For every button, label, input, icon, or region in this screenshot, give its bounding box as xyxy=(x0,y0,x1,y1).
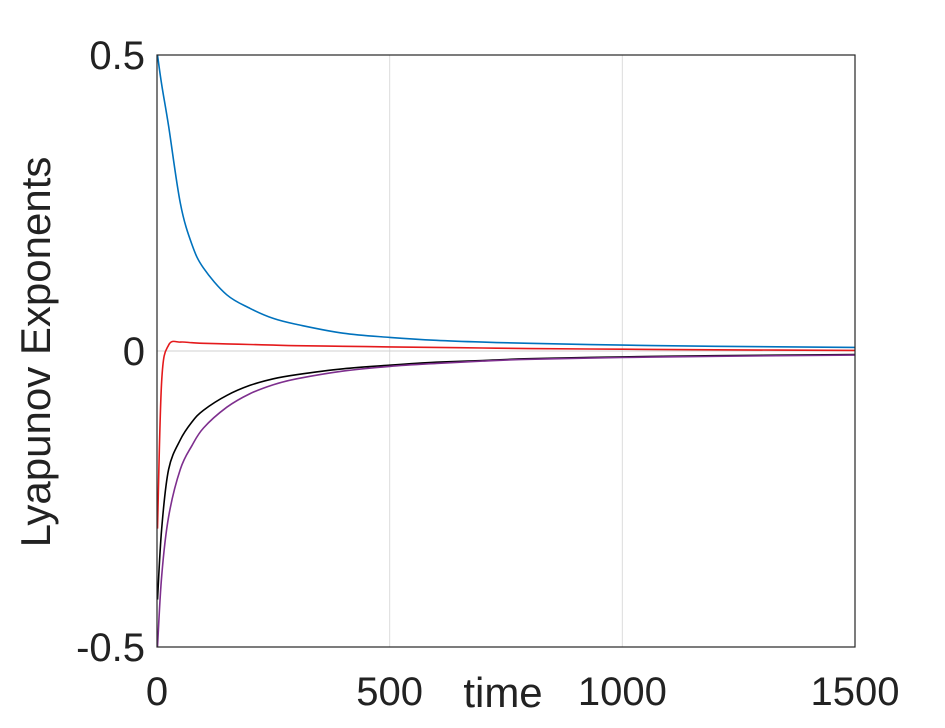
series-line-0 xyxy=(156,54,856,349)
x-tick-label-0: 0 xyxy=(146,670,168,714)
x-tick-label-3: 1500 xyxy=(811,670,900,714)
y-tick-labels: -0.5 0 0.5 xyxy=(76,34,145,670)
x-axis-label: time xyxy=(463,669,542,716)
series-line-3 xyxy=(156,354,856,648)
series-line-1 xyxy=(156,340,856,529)
y-tick-label-2: 0.5 xyxy=(89,34,145,78)
plot-frame xyxy=(156,54,856,648)
x-tick-label-1: 500 xyxy=(356,670,423,714)
y-tick-label-1: 0 xyxy=(123,330,145,374)
x-tick-labels: 0 500 1000 1500 xyxy=(146,670,900,714)
series-layer xyxy=(156,54,856,648)
y-tick-label-0: -0.5 xyxy=(76,626,145,670)
y-axis-label: Lyapunov Exponents xyxy=(12,157,59,548)
x-tick-label-2: 1000 xyxy=(578,670,667,714)
